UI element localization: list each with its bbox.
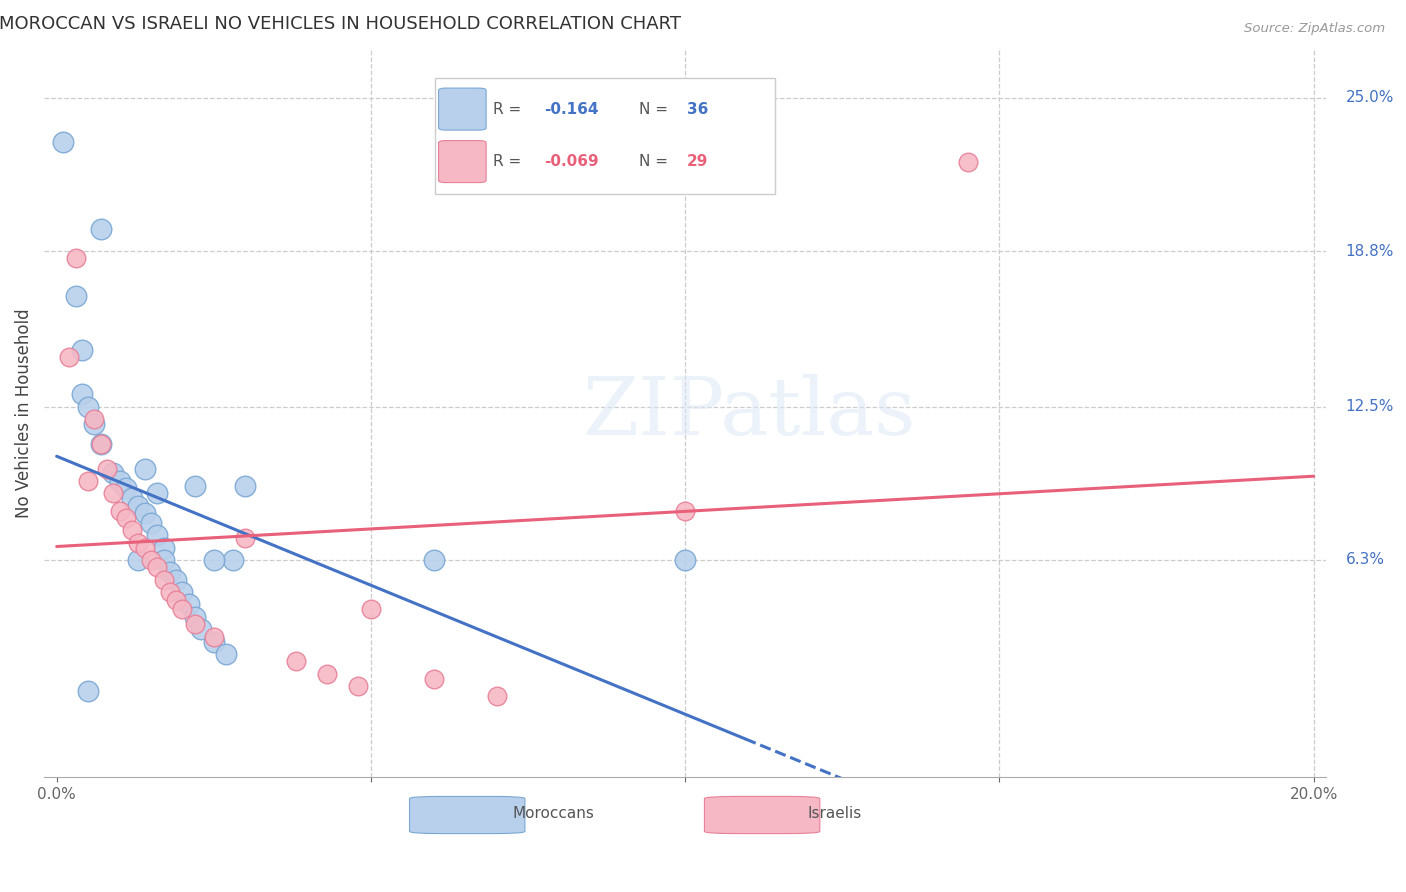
Point	[114, 511, 136, 525]
Point	[127, 553, 149, 567]
Text: 12.5%: 12.5%	[1346, 400, 1393, 414]
Point	[423, 553, 446, 567]
Point	[77, 400, 100, 414]
Point	[103, 486, 125, 500]
Point	[134, 461, 156, 475]
Point	[96, 461, 118, 475]
Point	[423, 672, 446, 686]
Point	[956, 155, 979, 169]
Point	[165, 573, 187, 587]
Point	[202, 553, 225, 567]
Point	[184, 617, 207, 632]
Text: 18.8%: 18.8%	[1346, 244, 1393, 259]
Text: ZIPatlas: ZIPatlas	[582, 374, 917, 452]
Point	[190, 622, 212, 636]
Point	[152, 553, 174, 567]
Point	[134, 541, 156, 555]
Point	[233, 531, 256, 545]
Point	[159, 566, 181, 580]
Point	[146, 486, 169, 500]
Point	[202, 634, 225, 648]
Point	[184, 610, 207, 624]
Y-axis label: No Vehicles in Household: No Vehicles in Household	[15, 308, 32, 517]
Point	[114, 481, 136, 495]
Point	[146, 560, 169, 574]
Point	[184, 479, 207, 493]
Point	[202, 630, 225, 644]
Point	[83, 417, 105, 431]
Point	[316, 666, 339, 681]
Point	[121, 491, 143, 506]
Point	[172, 585, 194, 599]
Point	[673, 503, 696, 517]
Point	[90, 437, 112, 451]
Point	[177, 598, 200, 612]
Point	[70, 343, 93, 357]
Point	[83, 412, 105, 426]
Text: MOROCCAN VS ISRAELI NO VEHICLES IN HOUSEHOLD CORRELATION CHART: MOROCCAN VS ISRAELI NO VEHICLES IN HOUSE…	[0, 15, 682, 33]
Point	[70, 387, 93, 401]
Point	[152, 541, 174, 555]
Point	[673, 553, 696, 567]
Point	[77, 684, 100, 698]
Point	[347, 679, 370, 693]
Point	[139, 516, 162, 530]
Point	[139, 553, 162, 567]
Point	[127, 535, 149, 549]
Point	[165, 592, 187, 607]
Point	[77, 474, 100, 488]
Point	[121, 524, 143, 538]
Point	[90, 222, 112, 236]
Point	[159, 585, 181, 599]
Point	[108, 503, 131, 517]
Point	[65, 288, 87, 302]
Point	[360, 602, 382, 616]
Point	[221, 553, 243, 567]
Point	[58, 351, 80, 365]
Point	[52, 136, 75, 150]
Point	[284, 654, 307, 668]
Point	[485, 689, 508, 703]
Point	[90, 437, 112, 451]
Point	[152, 573, 174, 587]
Point	[215, 647, 238, 661]
Point	[233, 479, 256, 493]
Point	[172, 602, 194, 616]
Point	[103, 467, 125, 481]
Point	[108, 474, 131, 488]
Point	[127, 499, 149, 513]
Text: 6.3%: 6.3%	[1346, 552, 1385, 567]
Text: Source: ZipAtlas.com: Source: ZipAtlas.com	[1244, 22, 1385, 36]
Point	[146, 528, 169, 542]
Point	[65, 252, 87, 266]
Text: 25.0%: 25.0%	[1346, 90, 1393, 105]
Point	[134, 506, 156, 520]
